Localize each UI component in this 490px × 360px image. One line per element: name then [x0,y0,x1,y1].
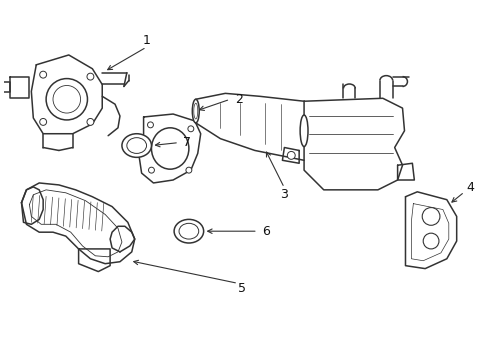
Text: 2: 2 [235,93,243,106]
Text: 4: 4 [466,181,474,194]
Text: 5: 5 [238,282,246,295]
Circle shape [287,152,295,159]
Polygon shape [139,114,201,183]
Circle shape [40,71,47,78]
Circle shape [148,167,154,173]
Circle shape [423,233,439,249]
Polygon shape [406,192,457,269]
Circle shape [87,73,94,80]
Polygon shape [0,82,10,93]
Ellipse shape [122,134,151,157]
Polygon shape [282,148,299,163]
Text: 3: 3 [280,188,288,201]
Circle shape [87,118,94,125]
Polygon shape [110,226,135,252]
Polygon shape [31,55,102,134]
Polygon shape [78,249,110,271]
Polygon shape [304,98,405,190]
Polygon shape [22,187,43,224]
Ellipse shape [300,115,308,147]
Circle shape [422,208,440,225]
Text: 1: 1 [143,34,150,47]
Circle shape [46,78,88,120]
Ellipse shape [179,223,199,239]
Circle shape [147,122,153,128]
Circle shape [40,118,47,125]
Polygon shape [397,163,415,180]
Ellipse shape [174,219,204,243]
Polygon shape [22,183,135,264]
Ellipse shape [193,99,199,123]
Circle shape [186,167,192,173]
Polygon shape [10,77,29,98]
Text: 7: 7 [183,136,191,149]
Text: 6: 6 [262,225,270,238]
Ellipse shape [127,138,147,153]
Circle shape [188,126,194,132]
Ellipse shape [151,128,189,169]
